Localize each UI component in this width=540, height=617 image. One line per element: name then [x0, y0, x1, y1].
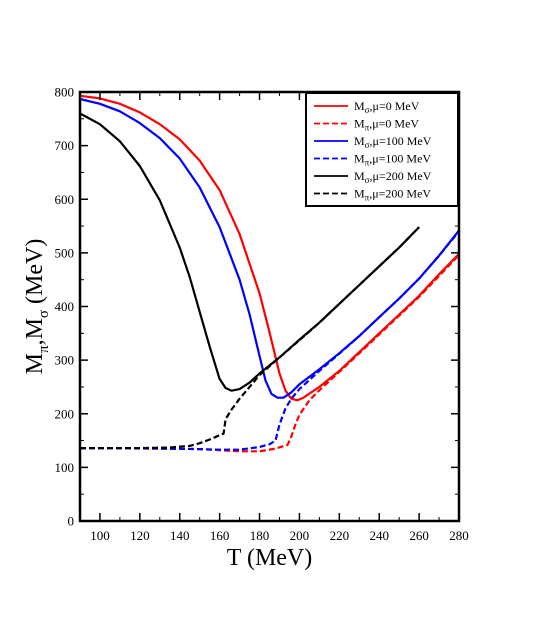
y-tick-label: 100	[55, 460, 75, 475]
x-tick-label: 280	[449, 528, 469, 543]
legend-label: Mσ,μ=0 MeV	[354, 99, 420, 115]
y-tick-label: 600	[55, 192, 75, 207]
legend-entry: Mσ,μ=0 MeV	[314, 99, 420, 115]
series-line-4	[80, 230, 460, 451]
y-tick-label: 500	[55, 245, 75, 260]
y-tick-label: 300	[55, 353, 75, 368]
legend-entry: Mπ,μ=0 MeV	[314, 117, 419, 133]
x-tick-label: 240	[369, 528, 389, 543]
axis-tick-labels: 100 120 140 160 180 200 220 240 260 280 0 100 200 300…	[55, 85, 469, 544]
x-tick-label: 120	[130, 528, 150, 543]
x-tick-label: 220	[330, 528, 350, 543]
series-line-5	[79, 112, 420, 392]
series-line-1	[79, 94, 460, 402]
x-tick-label: 200	[290, 528, 310, 543]
plot-lines	[79, 94, 460, 453]
y-tick-label: 200	[55, 406, 75, 421]
y-tick-label: 700	[55, 138, 75, 153]
x-tick-label: 100	[90, 528, 110, 543]
series-line-2	[80, 254, 460, 453]
legend-entry: Mπ,μ=200 MeV	[314, 187, 431, 203]
legend-label: Mσ,μ=100 MeV	[354, 134, 432, 150]
legend-label: Mσ,μ=200 MeV	[354, 169, 432, 185]
x-tick-label: 140	[170, 528, 190, 543]
series-line-6	[80, 226, 420, 450]
legend-label: Mπ,μ=0 MeV	[354, 117, 419, 133]
legend-entry: Mπ,μ=100 MeV	[314, 152, 431, 168]
legend-box	[305, 92, 459, 207]
legend-label: Mπ,μ=200 MeV	[354, 187, 431, 203]
legend-label: Mπ,μ=100 MeV	[354, 152, 431, 168]
x-tick-label: 260	[409, 528, 429, 543]
y-tick-label: 0	[68, 514, 75, 529]
legend-entry: Mσ,μ=100 MeV	[314, 134, 432, 150]
legend-entry: Mσ,μ=200 MeV	[314, 169, 432, 185]
x-axis-title: T (MeV)	[227, 545, 313, 571]
y-axis-title: Mπ,Mσ (MeV)	[22, 239, 52, 375]
y-tick-label: 400	[55, 299, 75, 314]
y-tick-label: 800	[55, 85, 75, 100]
x-tick-label: 160	[210, 528, 230, 543]
x-tick-label: 180	[250, 528, 270, 543]
